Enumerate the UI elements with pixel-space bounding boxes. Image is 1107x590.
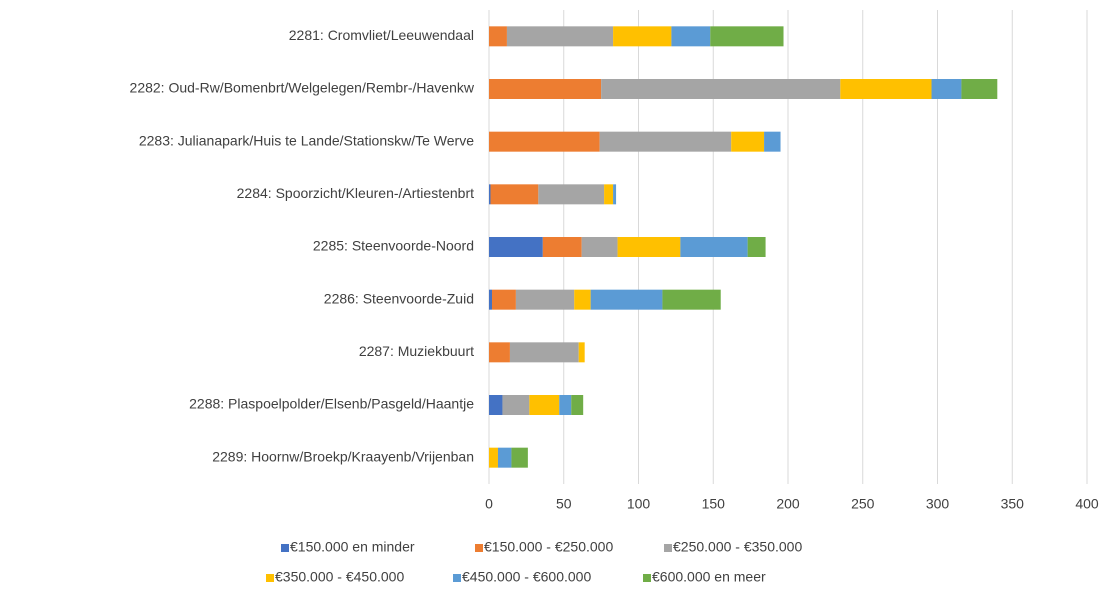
bar-segment [489, 342, 510, 363]
y-tick-label: 2287: Muziekbuurt [359, 343, 474, 359]
bar-segment [931, 79, 962, 99]
y-tick-label: 2281: Cromvliet/Leeuwendaal [289, 27, 474, 43]
bar-segment [489, 395, 503, 415]
bar-segment [617, 237, 681, 257]
bar-segment [581, 237, 618, 257]
bar-segment [599, 131, 732, 152]
bar-segment [502, 395, 530, 415]
legend-label: €350.000 - €450.000 [275, 569, 404, 585]
bar-segment [489, 447, 498, 468]
x-tick-label: 300 [926, 496, 950, 512]
bar-segment [489, 131, 600, 152]
bar-segment [840, 79, 932, 99]
x-tick-label: 100 [627, 496, 651, 512]
bar-segment [491, 289, 516, 310]
bar-segment [662, 289, 721, 310]
bar-segment [590, 289, 663, 310]
legend-swatch [266, 574, 274, 582]
x-tick-label: 250 [851, 496, 875, 512]
x-tick-label: 400 [1075, 496, 1099, 512]
bar-segment [559, 395, 572, 415]
legend-label: €150.000 en minder [290, 539, 415, 555]
x-tick-label: 0 [485, 496, 493, 512]
bar-segment [764, 131, 781, 152]
legend-swatch [281, 544, 289, 552]
bar-segment [613, 184, 617, 205]
bar-segment [574, 289, 591, 310]
bar-segment [747, 237, 766, 257]
x-tick-label: 200 [776, 496, 800, 512]
bar-segment [613, 26, 672, 47]
legend-label: €150.000 - €250.000 [484, 539, 613, 555]
legend-label: €250.000 - €350.000 [673, 539, 802, 555]
bar-segment [961, 79, 998, 99]
bar-segment [731, 131, 765, 152]
x-tick-label: 50 [556, 496, 572, 512]
bar-segment [538, 184, 605, 205]
bar-segment [511, 447, 528, 468]
bar-segment [601, 79, 841, 99]
bar-segment [489, 237, 543, 257]
bar-segment [571, 395, 584, 415]
bar-segment [489, 184, 491, 205]
bar-segment [490, 184, 539, 205]
bar-segment [671, 26, 711, 47]
bar-segment [515, 289, 575, 310]
y-tick-label: 2286: Steenvoorde-Zuid [324, 290, 474, 306]
bar-segment [489, 26, 507, 47]
x-tick-label: 350 [1001, 496, 1025, 512]
y-tick-label: 2285: Steenvoorde-Noord [313, 238, 474, 254]
y-tick-label: 2288: Plaspoelpolder/Elsenb/Pasgeld/Haan… [189, 396, 474, 412]
bar-segment [497, 447, 512, 468]
x-tick-label: 150 [702, 496, 726, 512]
legend-label: €600.000 en meer [652, 569, 766, 585]
bar-segment [542, 237, 582, 257]
bar-segment [509, 342, 579, 363]
y-tick-label: 2283: Julianapark/Huis te Lande/Stations… [139, 132, 474, 148]
y-tick-label: 2282: Oud-Rw/Bomenbrt/Welgelegen/Rembr-/… [130, 80, 475, 96]
bar-segment [529, 395, 560, 415]
legend-label: €450.000 - €600.000 [462, 569, 591, 585]
legend-swatch [453, 574, 461, 582]
y-tick-label: 2289: Hoornw/Broekp/Kraayenb/Vrijenban [212, 448, 474, 464]
bar-segment [489, 289, 492, 310]
legend-swatch [643, 574, 651, 582]
bar-segment [604, 184, 614, 205]
bar-segment [506, 26, 614, 47]
bar-segment [680, 237, 748, 257]
bar-segment [710, 26, 784, 47]
bar-segment [489, 79, 602, 99]
bar-segment [578, 342, 585, 363]
y-tick-label: 2284: Spoorzicht/Kleuren-/Artiestenbrt [237, 185, 474, 201]
legend-swatch [664, 544, 672, 552]
legend-swatch [475, 544, 483, 552]
